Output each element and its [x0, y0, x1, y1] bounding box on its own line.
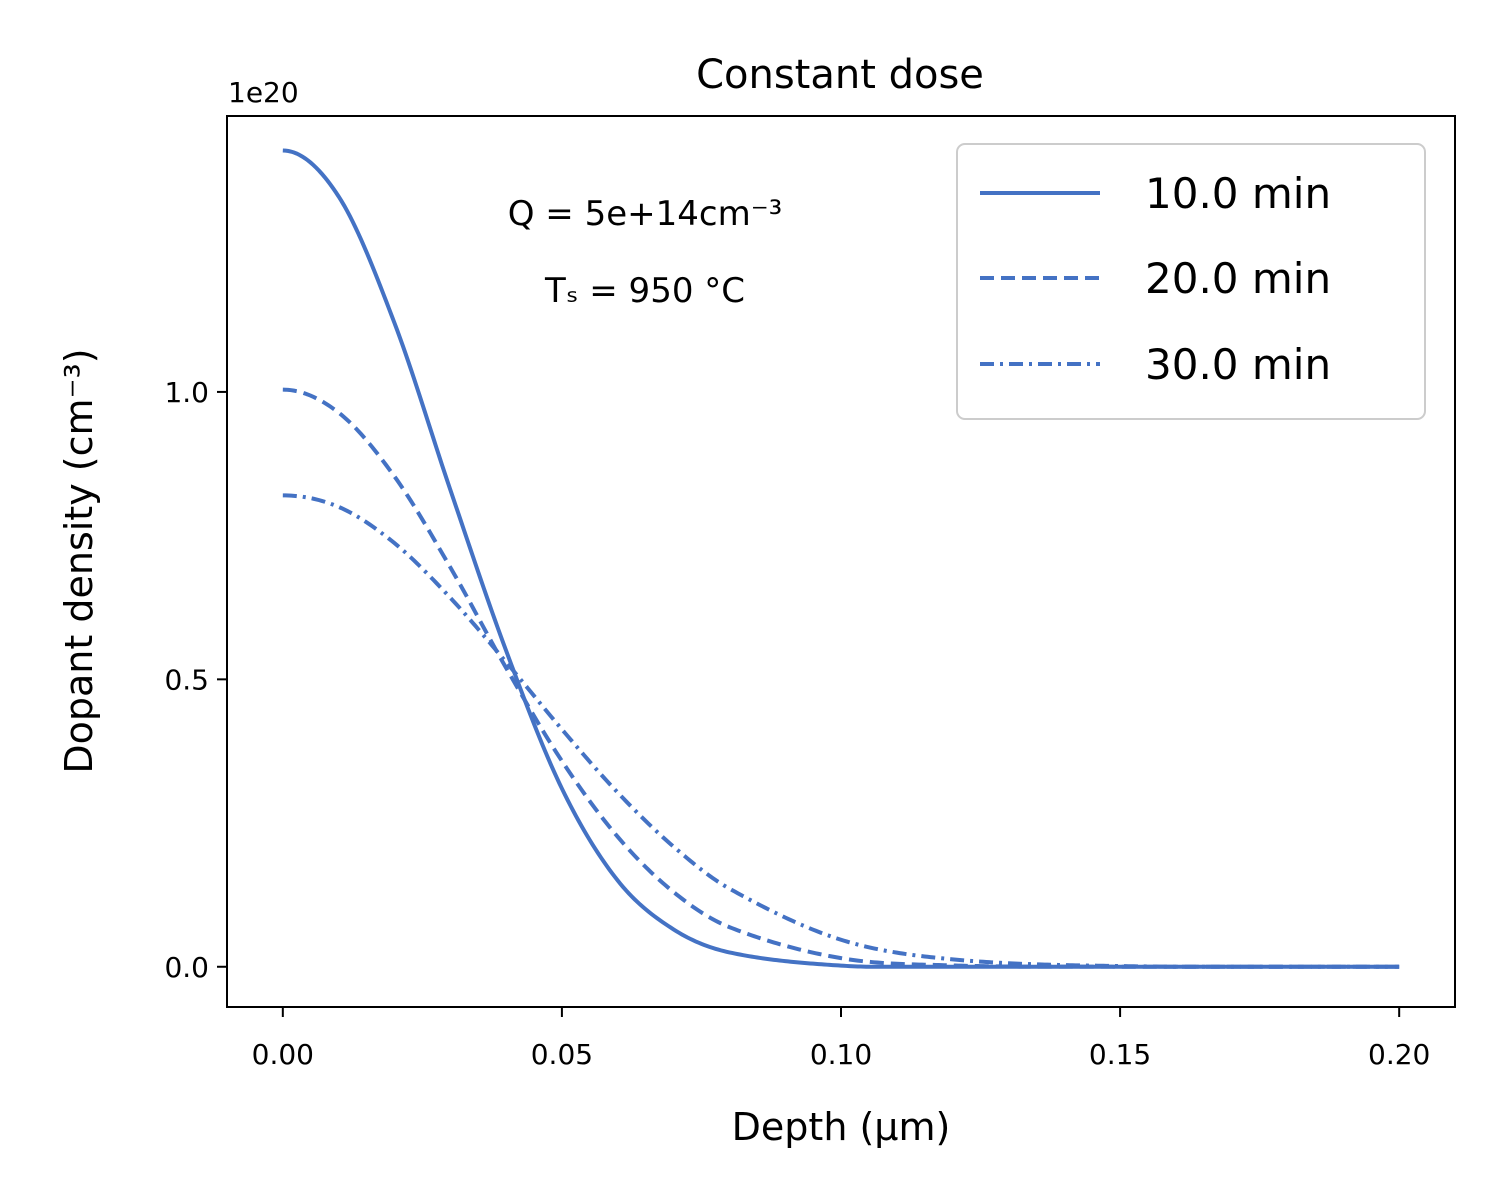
x-axis-label: Depth (μm): [732, 1105, 951, 1149]
x-axis-ticks: 0.00 0.05 0.10 0.15 0.20: [252, 1007, 1430, 1071]
y-tick-label: 1.0: [164, 376, 209, 409]
x-tick-label: 0.10: [810, 1038, 872, 1071]
y-tick-label: 0.0: [164, 951, 209, 984]
annotation-temperature: Tₛ = 950 °C: [544, 271, 745, 311]
y-axis-label: Dopant density (cm⁻³): [57, 348, 101, 773]
legend: 10.0 min 20.0 min 30.0 min: [956, 143, 1426, 420]
x-tick-label: 0.20: [1368, 1038, 1430, 1071]
legend-label-10min: 10.0 min: [1145, 169, 1331, 218]
x-tick-label: 0.00: [252, 1038, 314, 1071]
annotation-dose: Q = 5e+14cm⁻³: [508, 194, 783, 234]
series-line-20-0-min: [282, 387, 1400, 969]
y-axis-ticks: 0.0 0.5 1.0: [164, 376, 227, 984]
plot-lines: [282, 148, 1400, 969]
legend-label-30min: 30.0 min: [1145, 340, 1331, 389]
series-line-30-0-min: [282, 493, 1400, 969]
x-tick-label: 0.05: [531, 1038, 593, 1071]
plot-frame: [226, 115, 1456, 1008]
y-offset-label: 1e20: [228, 76, 299, 109]
y-tick-label: 0.5: [164, 663, 209, 696]
legend-box: [956, 143, 1426, 420]
x-tick-label: 0.15: [1089, 1038, 1151, 1071]
legend-label-20min: 20.0 min: [1145, 254, 1331, 303]
chart-title: Constant dose: [696, 52, 984, 98]
